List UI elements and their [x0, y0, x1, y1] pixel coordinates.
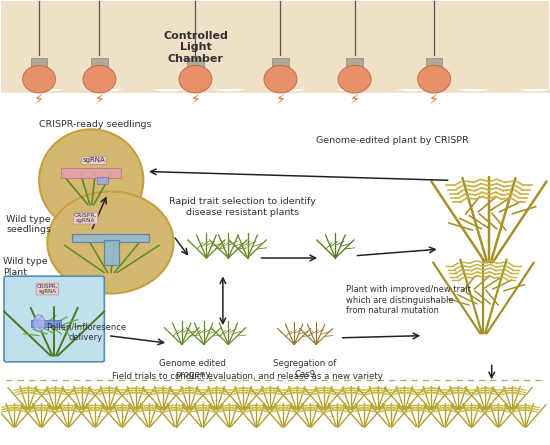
Text: ⚡: ⚡ [191, 93, 200, 108]
Text: sgRNA: sgRNA [82, 158, 106, 163]
FancyBboxPatch shape [4, 276, 104, 362]
Bar [187, 58, 204, 68]
Ellipse shape [39, 129, 144, 231]
Ellipse shape [47, 191, 173, 294]
Text: CRISPR-ready seedlings: CRISPR-ready seedlings [39, 121, 152, 129]
Text: Wild type
seedlings: Wild type seedlings [6, 215, 51, 235]
Bar [97, 177, 108, 184]
Ellipse shape [83, 65, 116, 93]
Bar [31, 58, 47, 68]
Bar [91, 58, 108, 68]
Text: Field trials to conduct evaluation, and release as a new variety: Field trials to conduct evaluation, and … [112, 372, 383, 381]
Ellipse shape [23, 65, 56, 93]
Ellipse shape [264, 65, 297, 93]
Text: Wild type
Plant: Wild type Plant [3, 257, 48, 276]
Text: Pollen/Infloresence
delivery: Pollen/Infloresence delivery [46, 322, 126, 342]
Text: ⚡: ⚡ [276, 93, 285, 108]
Bar [426, 58, 442, 68]
Text: CRISPR,
sgRNA: CRISPR, sgRNA [37, 283, 58, 295]
Bar [61, 168, 122, 178]
Ellipse shape [33, 315, 45, 332]
Text: Genome-edited plant by CRISPR: Genome-edited plant by CRISPR [316, 136, 469, 145]
Bar [104, 240, 119, 265]
Bar [346, 58, 363, 68]
Bar [272, 58, 289, 68]
Text: Segregation of
Cas9: Segregation of Cas9 [273, 359, 337, 379]
Text: Genome edited
progeny: Genome edited progeny [160, 359, 226, 379]
Text: ⚡: ⚡ [429, 93, 439, 108]
Text: ⚡: ⚡ [95, 93, 104, 108]
Text: CRISPR,
sgRNA: CRISPR, sgRNA [74, 213, 97, 223]
Bar [1, 1, 549, 89]
Text: ⚡: ⚡ [34, 93, 44, 108]
Text: Controlled
Light
Chamber: Controlled Light Chamber [163, 31, 228, 64]
Text: Plant with improved/new trait
which are distinguishable
from natural mutation: Plant with improved/new trait which are … [346, 285, 471, 315]
Ellipse shape [338, 65, 371, 93]
Ellipse shape [179, 65, 212, 93]
Bar [31, 320, 61, 327]
Text: ⚡: ⚡ [350, 93, 359, 108]
Text: Rapid trait selection to identify
disease resistant plants: Rapid trait selection to identify diseas… [169, 197, 316, 217]
Bar [72, 234, 149, 243]
Ellipse shape [417, 65, 450, 93]
